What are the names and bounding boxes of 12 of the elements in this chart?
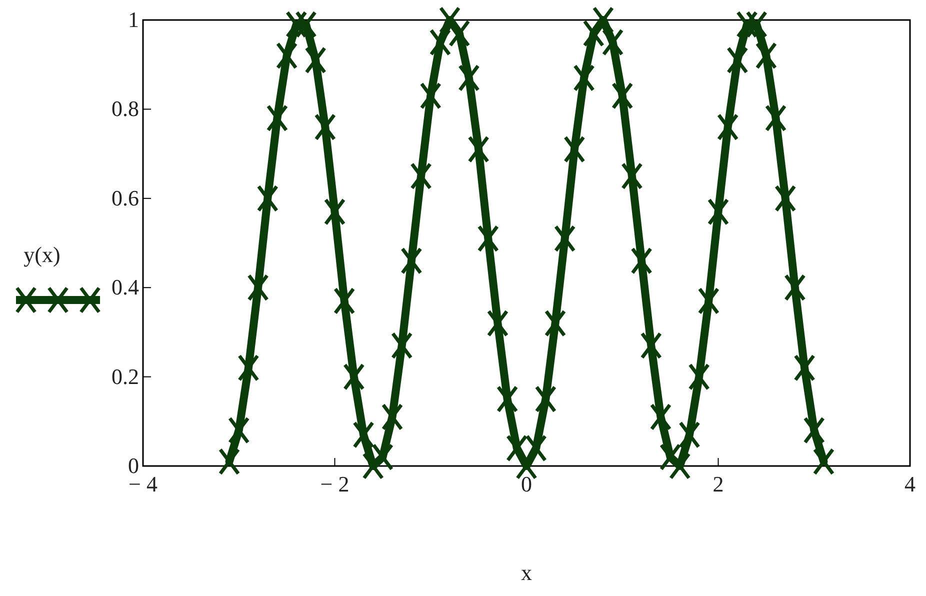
x-tick-label: 4 xyxy=(904,472,916,497)
y-tick-label: 0.8 xyxy=(112,96,139,122)
x-axis-title: x xyxy=(521,560,532,585)
y-tick-label: 0 xyxy=(128,453,139,478)
y-tick-label: 0.6 xyxy=(112,185,139,210)
x-tick-label: 2 xyxy=(712,472,724,497)
y-tick-label: 0.2 xyxy=(112,364,139,389)
x-tick-label: 0 xyxy=(521,472,532,497)
y-tick-label: 0.4 xyxy=(112,274,139,300)
y-tick-label: 1 xyxy=(128,7,139,32)
x-tick-label: − 2 xyxy=(320,472,350,497)
y-axis-title: y(x) xyxy=(24,242,60,267)
